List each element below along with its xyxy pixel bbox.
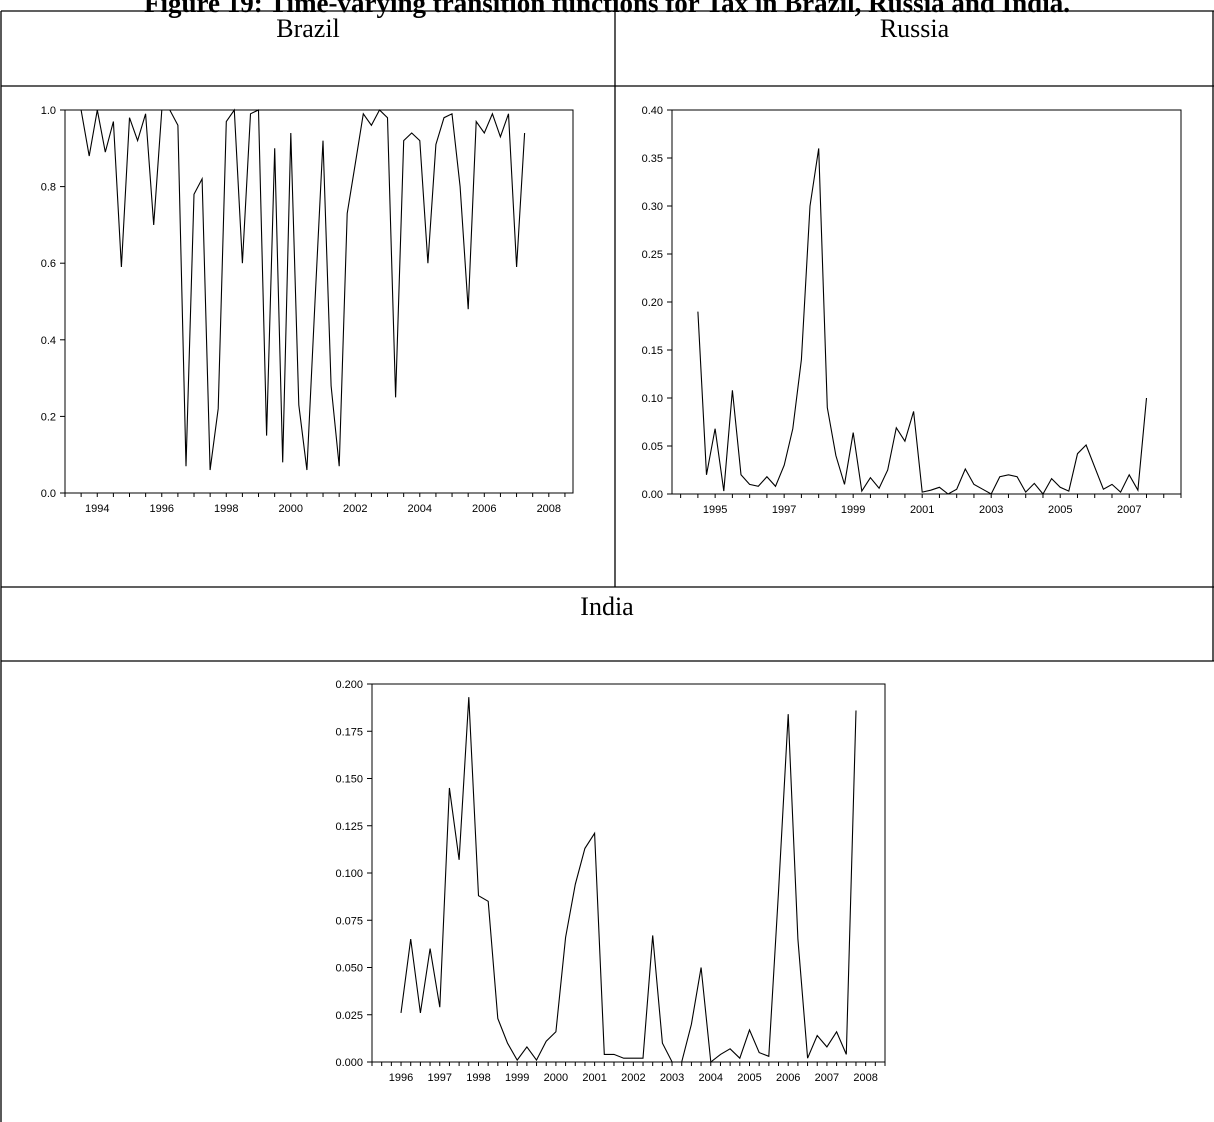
india-y-tick-label: 0.200 bbox=[335, 679, 363, 691]
brazil-plot-frame bbox=[64, 109, 574, 494]
brazil-x-tick-label: 1996 bbox=[150, 503, 174, 515]
india-x-tick-label: 2000 bbox=[544, 1072, 568, 1084]
brazil-x-tick-label: 2008 bbox=[537, 503, 561, 515]
brazil-x-tick-label: 1998 bbox=[214, 503, 238, 515]
brazil-series-line bbox=[65, 108, 526, 471]
russia-x-tick-label: 2007 bbox=[1117, 504, 1141, 516]
russia-y-tick-label: 0.05 bbox=[642, 441, 663, 453]
panel-title-india: India bbox=[580, 592, 634, 621]
india-x-tick-label: 2003 bbox=[660, 1072, 684, 1084]
india-x-tick-label: 1997 bbox=[428, 1072, 452, 1084]
brazil-y-tick-label: 0.0 bbox=[41, 488, 56, 500]
brazil-x-tick-label: 1994 bbox=[85, 503, 109, 515]
india-x-tick-label: 2002 bbox=[621, 1072, 645, 1084]
russia-plot-frame bbox=[671, 109, 1182, 495]
india-y-tick-label: 0.000 bbox=[335, 1057, 363, 1069]
india-x-tick-label: 2007 bbox=[815, 1072, 839, 1084]
brazil-x-tick-label: 2004 bbox=[408, 503, 432, 515]
russia-series-line bbox=[697, 148, 1148, 495]
india-x-tick-label: 2008 bbox=[853, 1072, 877, 1084]
brazil-x-tick-label: 2000 bbox=[279, 503, 303, 515]
russia-y-tick-label: 0.30 bbox=[642, 201, 663, 213]
russia-x-tick-label: 1999 bbox=[841, 504, 865, 516]
india-y-tick-label: 0.125 bbox=[335, 821, 363, 833]
india-series-line bbox=[400, 697, 857, 1064]
russia-y-tick-label: 0.10 bbox=[642, 393, 663, 405]
brazil-x-tick-label: 2002 bbox=[343, 503, 367, 515]
brazil-y-tick-label: 0.4 bbox=[41, 335, 56, 347]
brazil-y-tick-label: 0.8 bbox=[41, 182, 56, 194]
india-x-tick-label: 2005 bbox=[737, 1072, 761, 1084]
russia-x-tick-label: 1995 bbox=[703, 504, 727, 516]
russia-x-tick-label: 2005 bbox=[1048, 504, 1072, 516]
russia-y-tick-label: 0.25 bbox=[642, 249, 663, 261]
india-y-tick-label: 0.175 bbox=[335, 726, 363, 738]
brazil-chart: 0.0 0.2 0.4 0.6 0.8 1.0 1994 1996 1998 2000 2002 20… bbox=[41, 105, 574, 515]
india-y-tick-label: 0.050 bbox=[335, 963, 363, 975]
russia-x-tick-label: 1997 bbox=[772, 504, 796, 516]
india-x-tick-label: 1998 bbox=[466, 1072, 490, 1084]
brazil-y-tick-label: 0.6 bbox=[41, 258, 56, 270]
figure-caption-strip: Figure 19: Time-varying transition funct… bbox=[0, 0, 1214, 22]
india-plot-frame bbox=[371, 683, 886, 1063]
russia-y-tick-label: 0.40 bbox=[642, 105, 663, 117]
india-x-tick-label: 2006 bbox=[776, 1072, 800, 1084]
panel-title-brazil: Brazil bbox=[276, 14, 340, 43]
panel-title-russia: Russia bbox=[879, 14, 950, 43]
russia-y-tick-label: 0.20 bbox=[642, 297, 663, 309]
india-x-tick-label: 2001 bbox=[582, 1072, 606, 1084]
india-y-tick-label: 0.025 bbox=[335, 1010, 363, 1022]
india-x-tick-label: 2004 bbox=[699, 1072, 723, 1084]
india-chart: 0.000 0.025 0.050 0.075 0.100 0.125 0.150 0.175… bbox=[335, 679, 886, 1084]
russia-y-tick-label: 0.35 bbox=[642, 153, 663, 165]
brazil-y-tick-label: 0.2 bbox=[41, 411, 56, 423]
brazil-x-tick-label: 2006 bbox=[472, 503, 496, 515]
india-y-tick-label: 0.075 bbox=[335, 915, 363, 927]
russia-x-tick-label: 2001 bbox=[910, 504, 934, 516]
figure-caption: Figure 19: Time-varying transition funct… bbox=[144, 0, 1070, 18]
india-x-tick-label: 1996 bbox=[389, 1072, 413, 1084]
russia-chart: 0.00 0.05 0.10 0.15 0.20 0.25 0.30 0.35 0.40 1995… bbox=[642, 105, 1182, 516]
brazil-y-tick-label: 1.0 bbox=[41, 105, 56, 117]
russia-y-tick-label: 0.00 bbox=[642, 489, 663, 501]
india-y-tick-label: 0.150 bbox=[335, 774, 363, 786]
russia-y-tick-label: 0.15 bbox=[642, 345, 663, 357]
russia-x-tick-label: 2003 bbox=[979, 504, 1003, 516]
india-x-tick-label: 1999 bbox=[505, 1072, 529, 1084]
india-y-tick-label: 0.100 bbox=[335, 868, 363, 880]
